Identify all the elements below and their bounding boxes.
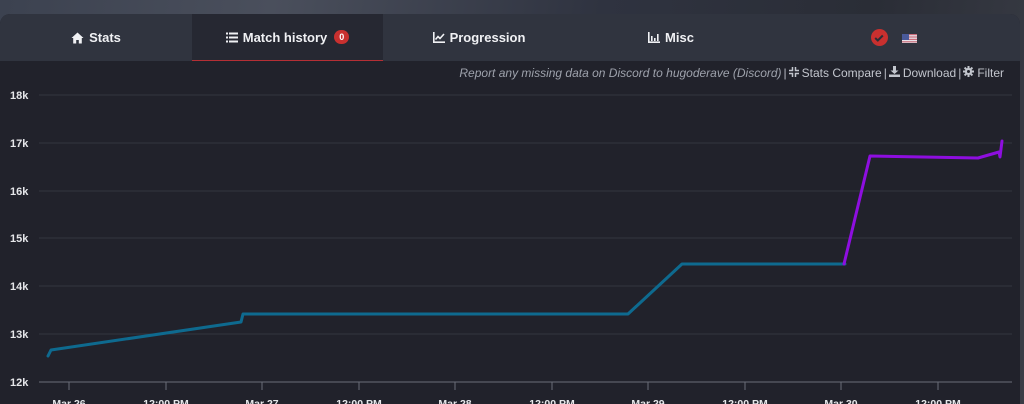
y-axis-labels: 18k 17k 16k 15k 14k 13k 12k [10,90,29,389]
svg-text:Mar 29: Mar 29 [631,398,664,404]
tab-stats[interactable]: Stats [0,14,192,61]
tab-misc[interactable]: Misc [575,14,767,61]
home-icon [71,32,84,44]
x-axis-ticks [68,382,939,390]
tab-match-history[interactable]: Match history 0 [192,14,383,61]
filter-label: Filter [977,66,1004,80]
tab-bar: Stats Match history 0 Progression Misc [0,14,1020,61]
progression-chart: 18k 17k 16k 15k 14k 13k 12k Mar 26 12:00… [10,90,1012,404]
svg-text:Mar 30: Mar 30 [824,398,857,404]
separator: | [883,66,887,80]
y-gridlines [39,94,1012,383]
list-icon [225,32,238,43]
download-icon [888,66,900,80]
download-link[interactable]: Download [888,66,957,80]
bar-chart-icon [648,32,661,43]
gear-icon [963,66,975,80]
svg-text:14k: 14k [10,281,29,293]
tab-label: Misc [665,30,694,45]
download-label: Download [902,66,957,80]
svg-text:16k: 16k [10,186,29,198]
separator: | [783,66,787,80]
svg-text:13k: 13k [10,329,29,341]
compress-icon [788,66,799,80]
svg-text:12k: 12k [10,377,29,389]
filter-link[interactable]: Filter [963,66,1004,80]
tab-label: Match history [242,29,328,45]
stats-compare-label: Stats Compare [801,66,882,80]
stats-card: Stats Match history 0 Progression Misc [0,14,1020,404]
svg-text:12:00 PM: 12:00 PM [915,398,961,404]
line-chart-icon [432,32,445,43]
stats-compare-link[interactable]: Stats Compare [788,66,882,80]
svg-text:Mar 27: Mar 27 [245,398,278,404]
series-line-blue [46,262,847,358]
chart-toolbar: Report any missing data on Discord to hu… [459,66,1004,80]
separator: | [958,66,962,80]
status-icons [767,14,1020,61]
svg-text:Mar 28: Mar 28 [438,398,471,404]
svg-text:12:00 PM: 12:00 PM [722,398,768,404]
missing-data-note: Report any missing data on Discord to hu… [459,66,782,80]
svg-text:17k: 17k [10,138,29,150]
svg-text:12:00 PM: 12:00 PM [529,398,575,404]
svg-text:18k: 18k [10,90,29,102]
check-circle-icon [870,29,888,46]
x-axis-labels: Mar 26 12:00 PM Mar 27 12:00 PM Mar 28 1… [52,398,961,404]
svg-text:12:00 PM: 12:00 PM [336,398,382,404]
svg-text:12:00 PM: 12:00 PM [143,398,189,404]
series-line-purple [842,139,1004,266]
us-flag-icon [901,32,917,43]
match-count-badge: 0 [334,30,350,44]
svg-text:15k: 15k [10,233,29,245]
tab-label: Progression [449,30,526,45]
tab-progression[interactable]: Progression [383,14,575,61]
tab-label: Stats [89,30,121,45]
svg-text:Mar 26: Mar 26 [52,398,85,404]
